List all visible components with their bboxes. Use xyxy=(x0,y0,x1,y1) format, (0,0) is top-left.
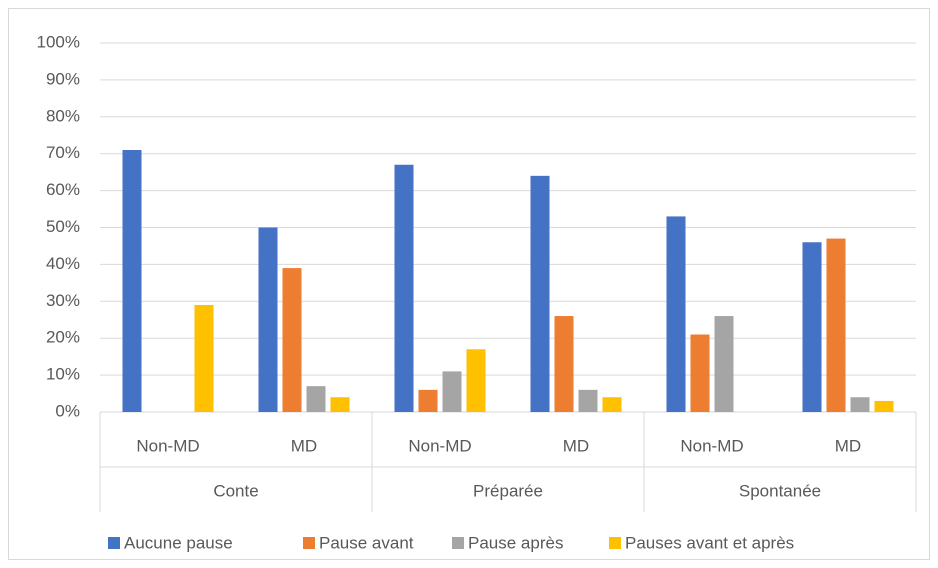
x-tick-label: MD xyxy=(835,436,861,455)
x-tick-label: MD xyxy=(291,436,317,455)
y-tick-label: 20% xyxy=(46,328,80,347)
y-tick-label: 90% xyxy=(46,69,80,88)
legend-swatch xyxy=(303,537,315,549)
bar xyxy=(714,316,734,412)
bar xyxy=(826,238,846,412)
y-tick-label: 80% xyxy=(46,106,80,125)
bar xyxy=(554,316,574,412)
bar xyxy=(666,216,686,412)
y-tick-label: 50% xyxy=(46,217,80,236)
y-tick-label: 0% xyxy=(55,401,80,420)
x-tick-label: Non-MD xyxy=(680,436,743,455)
bar xyxy=(258,227,278,412)
legend-label: Aucune pause xyxy=(124,533,233,552)
bar xyxy=(394,164,414,412)
bar xyxy=(602,397,622,412)
bar xyxy=(282,268,302,412)
y-tick-label: 10% xyxy=(46,365,80,384)
group-label: Spontanée xyxy=(739,481,821,500)
bar xyxy=(418,389,438,412)
legend-label: Pause avant xyxy=(319,533,414,552)
legend-swatch xyxy=(609,537,621,549)
y-tick-label: 40% xyxy=(46,254,80,273)
x-tick-label: Non-MD xyxy=(408,436,471,455)
bar xyxy=(306,386,326,412)
bar xyxy=(578,389,598,412)
bar xyxy=(330,397,350,412)
bar xyxy=(442,371,462,412)
y-tick-label: 100% xyxy=(37,32,80,51)
bar xyxy=(122,150,142,412)
bar xyxy=(194,304,214,412)
x-tick-label: Non-MD xyxy=(136,436,199,455)
legend-label: Pause après xyxy=(468,533,563,552)
legend-label: Pauses avant et après xyxy=(625,533,794,552)
bar xyxy=(850,397,870,412)
bar xyxy=(530,175,550,412)
bar xyxy=(466,349,486,412)
group-label: Préparée xyxy=(473,481,543,500)
y-tick-label: 30% xyxy=(46,291,80,310)
bar xyxy=(802,242,822,412)
legend-swatch xyxy=(108,537,120,549)
x-tick-label: MD xyxy=(563,436,589,455)
y-tick-label: 60% xyxy=(46,180,80,199)
y-tick-label: 70% xyxy=(46,143,80,162)
bar xyxy=(690,334,710,412)
chart-border xyxy=(8,8,930,560)
bar xyxy=(874,400,894,412)
legend-swatch xyxy=(452,537,464,549)
group-label: Conte xyxy=(213,481,258,500)
